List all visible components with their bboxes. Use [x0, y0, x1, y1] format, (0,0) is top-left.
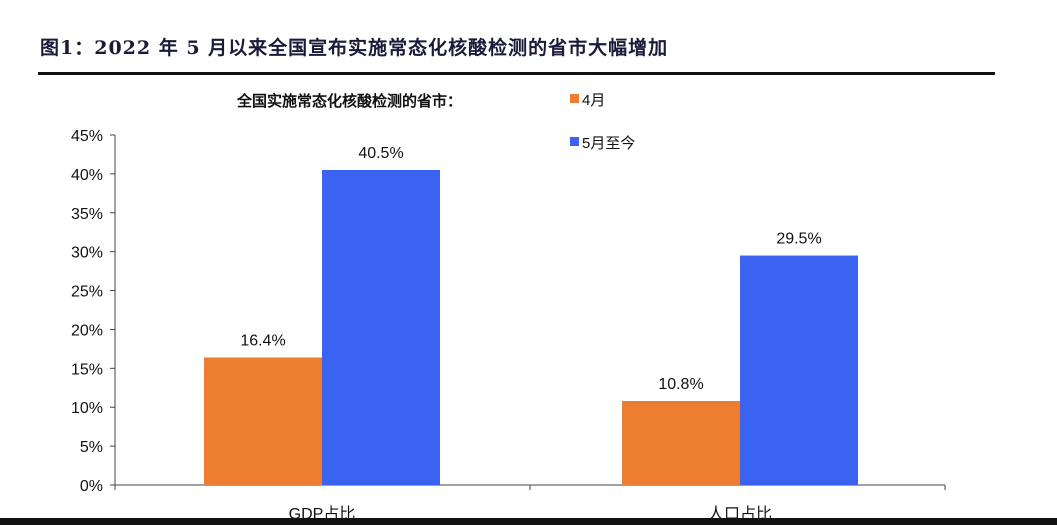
- y-tick-label: 25%: [71, 284, 103, 301]
- y-tick-label: 15%: [71, 361, 103, 378]
- y-tick-label: 20%: [71, 322, 103, 339]
- title-rule: [38, 72, 995, 75]
- y-tick-label: 5%: [80, 439, 103, 456]
- bar: [740, 255, 858, 485]
- y-tick-label: 35%: [71, 206, 103, 223]
- legend-swatch: [570, 94, 579, 103]
- legend-swatch: [570, 137, 579, 146]
- y-tick-label: 45%: [71, 128, 103, 145]
- bar: [622, 401, 740, 485]
- y-tick-label: 40%: [71, 167, 103, 184]
- y-tick-label: 0%: [80, 478, 103, 495]
- bar: [322, 170, 440, 485]
- legend-label: 5月至今: [582, 135, 635, 152]
- y-tick-label: 10%: [71, 400, 103, 417]
- legend-label: 4月: [582, 92, 605, 109]
- data-label: 29.5%: [776, 231, 821, 248]
- data-label: 10.8%: [658, 376, 703, 393]
- data-label: 16.4%: [240, 332, 285, 349]
- bottom-bar: [0, 518, 1057, 525]
- data-label: 40.5%: [358, 145, 403, 162]
- y-tick-label: 30%: [71, 245, 103, 262]
- figure-title: 图1：2022 年 5 月以来全国宣布实施常态化核酸检测的省市大幅增加: [40, 37, 669, 59]
- legend-title: 全国实施常态化核酸检测的省市：: [236, 92, 462, 110]
- bar: [204, 357, 322, 485]
